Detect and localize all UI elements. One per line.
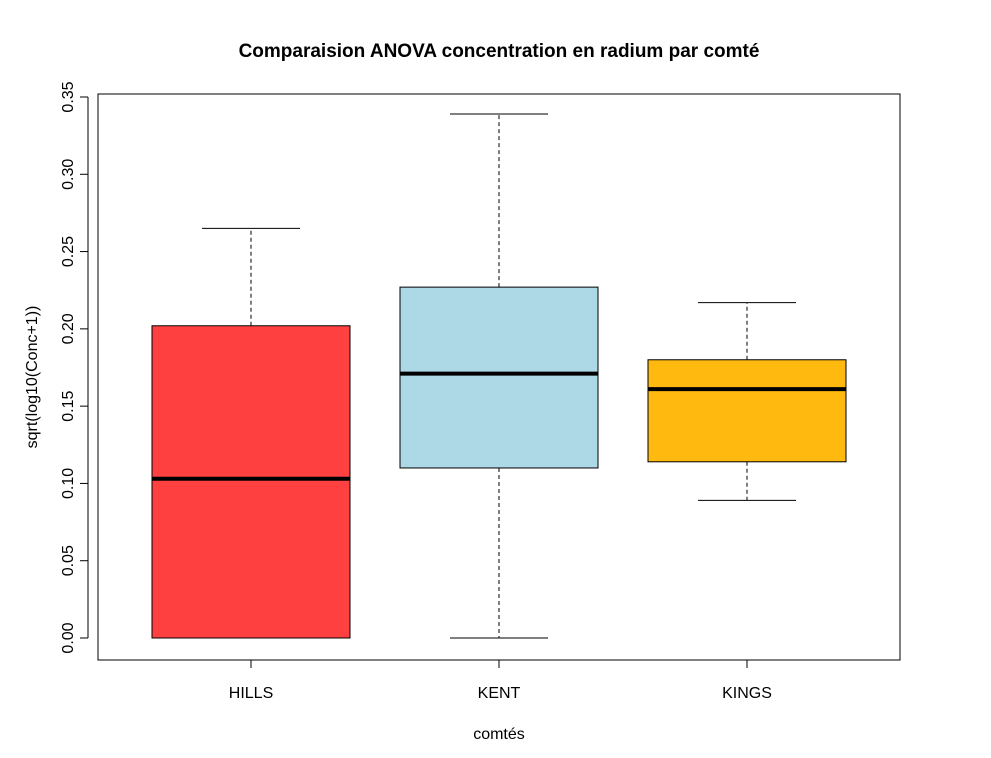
x-tick-label: HILLS: [229, 685, 273, 702]
y-tick-label: 0.00: [60, 622, 77, 653]
y-tick-label: 0.15: [60, 390, 77, 421]
iqr-box: [647, 359, 847, 463]
y-tick-label: 0.25: [60, 236, 77, 267]
y-axis-label: sqrt(log10(Conc+1)): [24, 306, 41, 449]
x-tick-label: KINGS: [722, 685, 772, 702]
chart-title: Comparaision ANOVA concentration en radi…: [239, 41, 760, 62]
box-kent: [399, 113, 599, 639]
y-tick-label: 0.10: [60, 468, 77, 499]
x-tick-label: KENT: [478, 685, 521, 702]
x-axis: HILLS KENT KINGS: [229, 660, 772, 702]
y-tick-label: 0.20: [60, 313, 77, 344]
box-group: [151, 113, 847, 639]
box-hills: [151, 227, 351, 639]
iqr-box: [151, 325, 351, 639]
y-axis: 0.00 0.05 0.10 0.15 0.20 0.25 0.30 0.35: [60, 81, 89, 654]
x-axis-label: comtés: [473, 726, 525, 743]
iqr-box: [399, 286, 599, 469]
y-tick-label: 0.35: [60, 81, 77, 112]
y-tick-label: 0.05: [60, 545, 77, 576]
y-tick-label: 0.30: [60, 159, 77, 190]
box-kings: [647, 302, 847, 501]
